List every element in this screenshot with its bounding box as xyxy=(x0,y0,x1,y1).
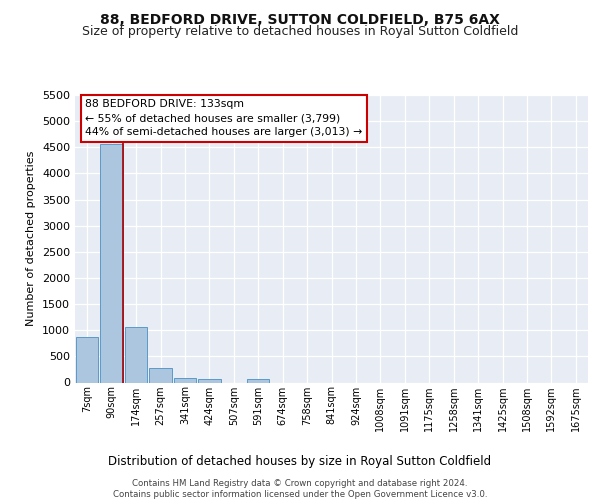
Bar xyxy=(198,378,221,382)
Bar xyxy=(149,368,172,382)
Text: 88, BEDFORD DRIVE, SUTTON COLDFIELD, B75 6AX: 88, BEDFORD DRIVE, SUTTON COLDFIELD, B75… xyxy=(100,12,500,26)
Bar xyxy=(100,144,123,382)
Bar xyxy=(173,378,196,382)
Text: 88 BEDFORD DRIVE: 133sqm
← 55% of detached houses are smaller (3,799)
44% of sem: 88 BEDFORD DRIVE: 133sqm ← 55% of detach… xyxy=(85,100,362,138)
Y-axis label: Number of detached properties: Number of detached properties xyxy=(26,151,37,326)
Bar xyxy=(247,379,269,382)
Bar xyxy=(125,327,148,382)
Text: Contains public sector information licensed under the Open Government Licence v3: Contains public sector information licen… xyxy=(113,490,487,499)
Text: Distribution of detached houses by size in Royal Sutton Coldfield: Distribution of detached houses by size … xyxy=(109,455,491,468)
Text: Contains HM Land Registry data © Crown copyright and database right 2024.: Contains HM Land Registry data © Crown c… xyxy=(132,479,468,488)
Bar xyxy=(76,336,98,382)
Text: Size of property relative to detached houses in Royal Sutton Coldfield: Size of property relative to detached ho… xyxy=(82,25,518,38)
